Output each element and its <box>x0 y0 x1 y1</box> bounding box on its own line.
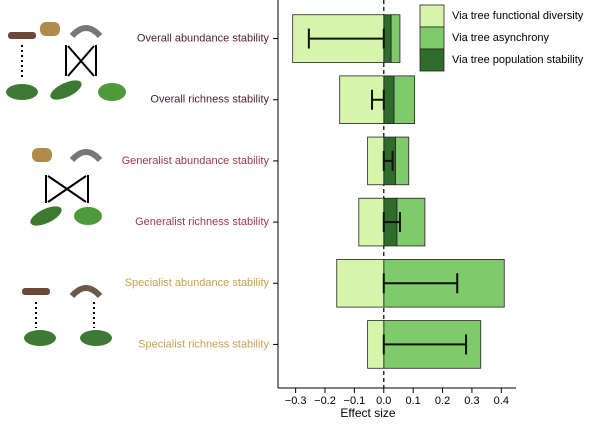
icons <box>6 22 126 346</box>
bar-segment <box>336 258 385 308</box>
total-effect <box>371 89 385 110</box>
y-tick-label: Overall richness stability <box>150 94 269 106</box>
y-tick-label: Specialist richness stability <box>138 338 269 350</box>
legend-label: Via tree functional diversity <box>452 10 584 22</box>
legend-swatch <box>419 4 445 28</box>
x-tick-label: −0.3 <box>285 395 307 407</box>
y-tick-label: Generalist richness stability <box>135 216 269 228</box>
x-tick-label: −0.2 <box>314 395 336 407</box>
legend-swatch <box>419 26 445 50</box>
bar-segment <box>367 320 385 369</box>
x-tick-label: 0.4 <box>494 395 509 407</box>
total-effect <box>382 334 468 355</box>
legend-swatch <box>419 48 445 72</box>
bar-segment <box>383 75 395 125</box>
x-tick-label: 0.1 <box>406 395 421 407</box>
y-tick-label: Specialist abundance stability <box>125 277 270 289</box>
total-effect <box>382 273 459 294</box>
x-axis-label: Effect size <box>340 406 395 420</box>
bar-segment <box>395 136 410 186</box>
total-effect <box>382 150 394 171</box>
bar-segment <box>367 136 385 186</box>
total-effect <box>307 28 385 49</box>
bar-segment <box>383 14 392 63</box>
y-tick-label: Generalist abundance stability <box>122 155 270 167</box>
bar-segment <box>396 197 426 247</box>
bar-segment <box>393 75 416 125</box>
legend-label: Via tree population stability <box>452 54 584 66</box>
bar-segment <box>390 14 401 63</box>
y-tick-label: Overall abundance stability <box>137 32 270 44</box>
legend-label: Via tree asynchrony <box>452 32 550 44</box>
x-tick-label: −0.1 <box>344 395 366 407</box>
total-effect <box>382 212 401 233</box>
x-tick-label: 0.2 <box>435 395 450 407</box>
bar-segment <box>358 197 385 247</box>
x-tick-label: 0.0 <box>376 395 391 407</box>
x-tick-label: 0.3 <box>464 395 479 407</box>
